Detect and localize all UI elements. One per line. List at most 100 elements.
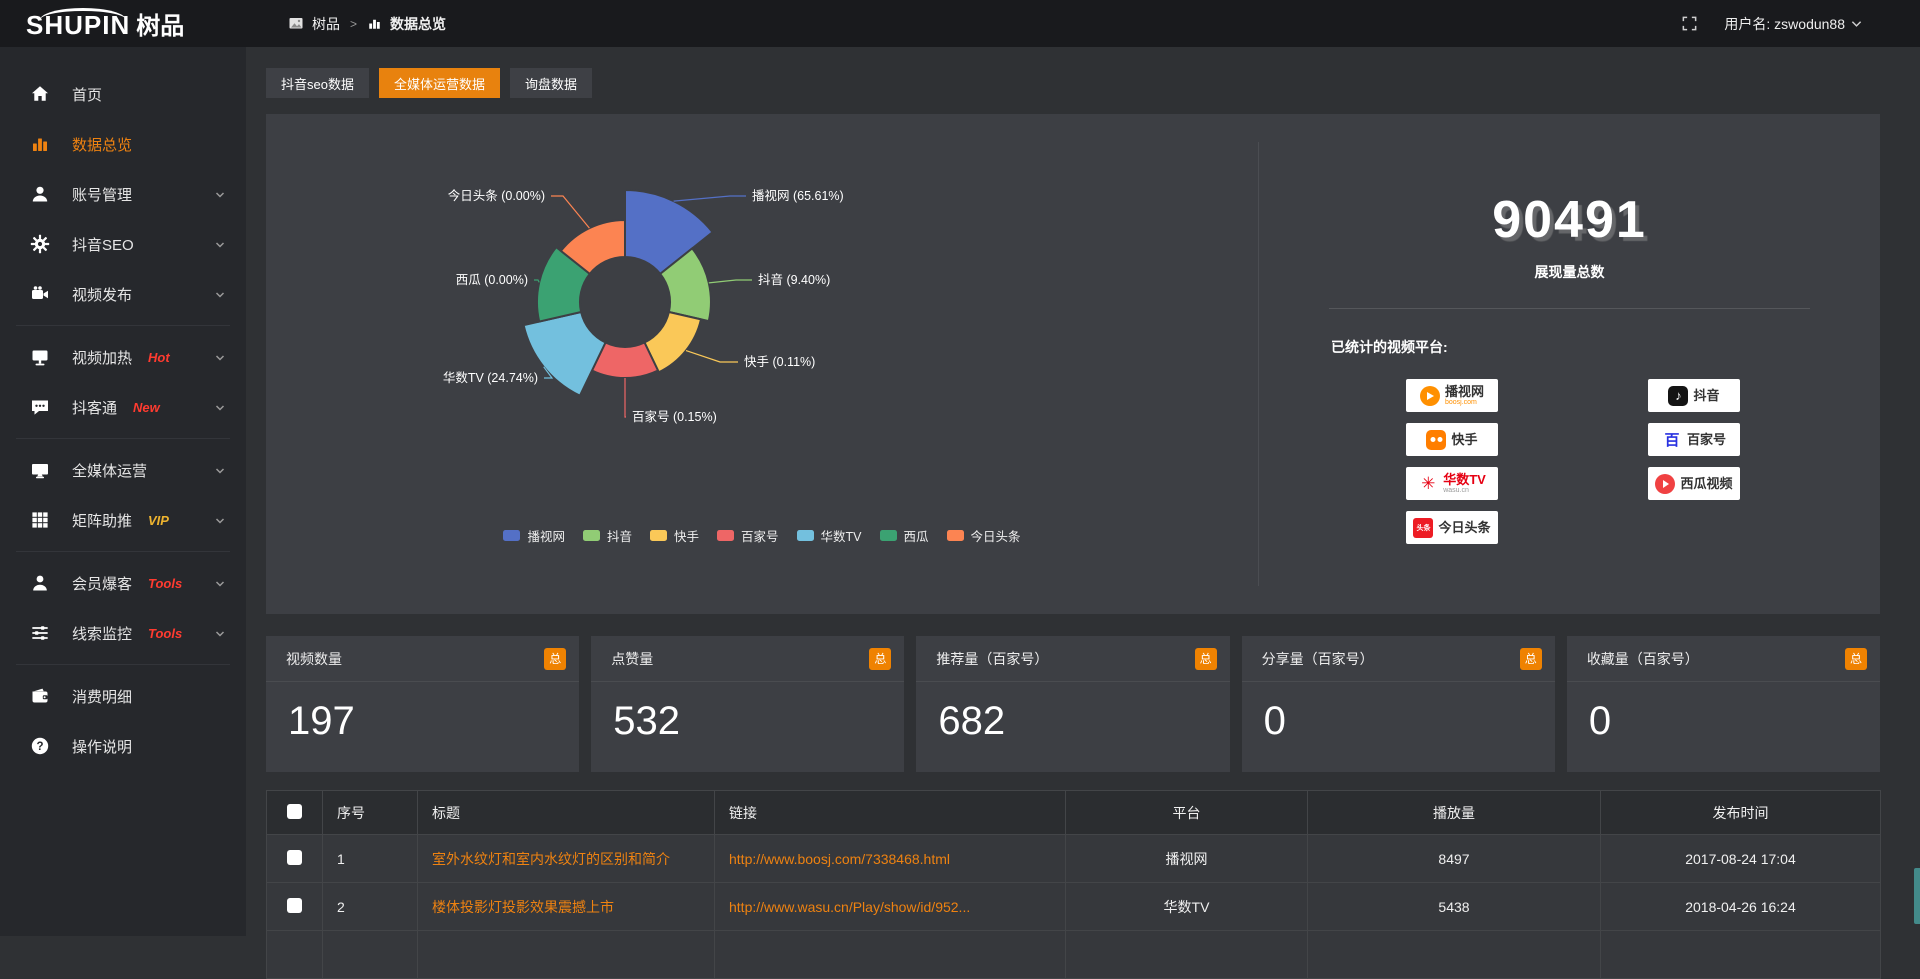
row-checkbox-cell bbox=[267, 835, 323, 883]
total-badge: 总 bbox=[869, 648, 891, 670]
tab-inquiry-data[interactable]: 询盘数据 bbox=[510, 68, 592, 98]
legend-item-baijiahao[interactable]: 百家号 bbox=[717, 526, 779, 545]
fullscreen-icon[interactable] bbox=[1681, 15, 1698, 32]
user-menu[interactable]: 用户名: zswodun88 bbox=[1724, 14, 1862, 34]
legend-swatch bbox=[583, 530, 600, 541]
cell-seq bbox=[323, 931, 418, 979]
col-header-0: 序号 bbox=[323, 791, 418, 835]
cell-platform: 播视网 bbox=[1066, 835, 1308, 883]
sidebar-item-tag: VIP bbox=[148, 513, 169, 528]
kuaishou-logo-icon bbox=[1426, 430, 1446, 450]
bar-chart-icon bbox=[367, 16, 382, 31]
floating-widget[interactable] bbox=[1914, 868, 1920, 924]
sidebar-item-media-operation[interactable]: 全媒体运营 bbox=[0, 445, 246, 495]
stat-card-header: 收藏量（百家号）总 bbox=[1567, 636, 1880, 682]
row-checkbox[interactable] bbox=[287, 898, 302, 913]
sidebar-item-account-manage[interactable]: 账号管理 bbox=[0, 169, 246, 219]
sidebar-item-help-guide[interactable]: ? 操作说明 bbox=[0, 721, 246, 771]
platform-name: 播视网 bbox=[1445, 385, 1484, 399]
total-impressions-value: 90491 bbox=[1259, 190, 1880, 250]
cell-link[interactable] bbox=[715, 931, 1066, 979]
sidebar-item-label: 会员爆客 bbox=[72, 573, 132, 594]
sidebar-divider bbox=[16, 438, 230, 439]
legend-item-boosj[interactable]: 播视网 bbox=[503, 526, 565, 545]
cell-title[interactable] bbox=[418, 931, 715, 979]
toutiao-logo-icon bbox=[1413, 518, 1433, 538]
stat-card-value: 197 bbox=[266, 682, 579, 744]
select-all-checkbox[interactable] bbox=[287, 804, 302, 819]
chevron-down-icon bbox=[214, 238, 226, 256]
tab-media-operation-data[interactable]: 全媒体运营数据 bbox=[379, 68, 500, 98]
stat-card-value: 0 bbox=[1242, 682, 1555, 744]
sidebar-item-data-overview[interactable]: 数据总览 bbox=[0, 119, 246, 169]
pie-label-line-boosj bbox=[674, 196, 746, 201]
legend-item-wasu[interactable]: 华数TV bbox=[797, 526, 862, 545]
app-logo: SHUPIN 树品 bbox=[0, 6, 246, 41]
sidebar-item-home[interactable]: 首页 bbox=[0, 69, 246, 119]
chevron-down-icon bbox=[1851, 20, 1862, 28]
platform-name: 今日头条 bbox=[1438, 521, 1490, 535]
cell-link[interactable]: http://www.boosj.com/7338468.html bbox=[715, 835, 1066, 883]
username-label: 用户名: zswodun88 bbox=[1724, 14, 1845, 34]
cell-time bbox=[1601, 931, 1881, 979]
legend-item-douyin[interactable]: 抖音 bbox=[583, 526, 632, 545]
platform-name: 抖音 bbox=[1693, 389, 1719, 403]
xigua-logo-icon bbox=[1655, 474, 1675, 494]
sidebar-item-video-publish[interactable]: 视频发布 bbox=[0, 269, 246, 319]
breadcrumb: 树品 > 数据总览 bbox=[288, 14, 446, 34]
legend-swatch bbox=[717, 530, 734, 541]
stat-card-value: 682 bbox=[916, 682, 1229, 744]
stat-card-header: 点赞量总 bbox=[591, 636, 904, 682]
pie-label-baijiahao: 百家号 (0.15%) bbox=[632, 409, 717, 424]
pie-label-xigua: 西瓜 (0.00%) bbox=[456, 273, 528, 287]
legend-swatch bbox=[880, 530, 897, 541]
sidebar-divider bbox=[16, 664, 230, 665]
breadcrumb-current[interactable]: 数据总览 bbox=[390, 14, 446, 34]
platform-sub: wasu.cn bbox=[1443, 487, 1486, 494]
svg-text:?: ? bbox=[36, 741, 43, 753]
sidebar-item-douyin-seo[interactable]: 抖音SEO bbox=[0, 219, 246, 269]
sidebar-item-expense-detail[interactable]: 消费明细 bbox=[0, 671, 246, 721]
tab-douyin-seo-data[interactable]: 抖音seo数据 bbox=[266, 68, 369, 98]
cell-time: 2018-04-26 16:24 bbox=[1601, 883, 1881, 931]
chevron-down-icon bbox=[214, 188, 226, 206]
sidebar-divider bbox=[16, 551, 230, 552]
data-tabs: 抖音seo数据全媒体运营数据询盘数据 bbox=[266, 68, 1880, 98]
leads-icon bbox=[30, 623, 50, 643]
pie-label-wasu: 华数TV (24.74%) bbox=[443, 370, 538, 385]
stat-card-value: 532 bbox=[591, 682, 904, 744]
total-badge: 总 bbox=[544, 648, 566, 670]
pie-label-line-toutiao bbox=[551, 196, 589, 228]
legend-item-kuaishou[interactable]: 快手 bbox=[650, 526, 699, 545]
pie-label-kuaishou: 快手 (0.11%) bbox=[744, 355, 815, 369]
breadcrumb-root[interactable]: 树品 bbox=[312, 14, 340, 34]
sidebar-item-label: 操作说明 bbox=[72, 736, 132, 757]
pie-label-line-baijiahao bbox=[625, 378, 626, 417]
legend-label: 百家号 bbox=[741, 526, 779, 545]
screen-icon bbox=[30, 347, 50, 367]
cell-link[interactable]: http://www.wasu.cn/Play/show/id/952... bbox=[715, 883, 1066, 931]
row-checkbox-cell bbox=[267, 931, 323, 979]
main-area: 抖音seo数据全媒体运营数据询盘数据 播视网 (65.61%)抖音 (9.40%… bbox=[246, 47, 1920, 979]
legend-item-toutiao[interactable]: 今日头条 bbox=[947, 526, 1021, 545]
logo-text-cn: 树品 bbox=[136, 6, 184, 41]
cell-title[interactable]: 室外水纹灯和室内水纹灯的区别和简介 bbox=[418, 835, 715, 883]
legend-item-xigua[interactable]: 西瓜 bbox=[880, 526, 929, 545]
sidebar-item-label: 视频加热 bbox=[72, 347, 132, 368]
cell-seq: 2 bbox=[323, 883, 418, 931]
platform-badge-xigua: 西瓜视频 bbox=[1648, 467, 1740, 500]
platform-badge-text: 百家号 bbox=[1687, 433, 1726, 447]
row-checkbox[interactable] bbox=[287, 850, 302, 865]
stat-card-value: 0 bbox=[1567, 682, 1880, 744]
cell-title[interactable]: 楼体投影灯投影效果震撼上市 bbox=[418, 883, 715, 931]
